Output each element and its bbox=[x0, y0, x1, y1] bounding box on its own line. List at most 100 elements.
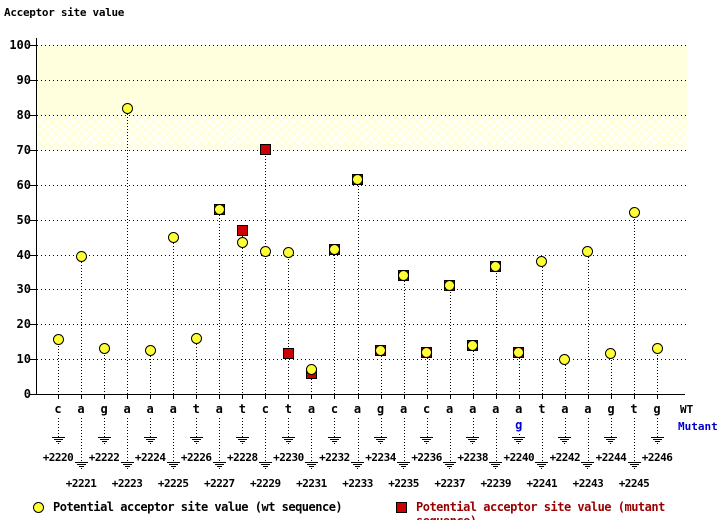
sequence-base: t bbox=[538, 402, 546, 416]
arrow-head-icon bbox=[424, 441, 430, 442]
wt-marker bbox=[490, 261, 502, 273]
position-arrow bbox=[173, 418, 175, 462]
position-arrow bbox=[587, 418, 589, 462]
wt-marker bbox=[467, 339, 479, 351]
grid-line bbox=[37, 219, 687, 221]
position-arrow bbox=[265, 418, 267, 462]
arrow-head-icon bbox=[124, 466, 130, 467]
position-label: +2243 bbox=[572, 477, 604, 490]
position-label: +2238 bbox=[457, 451, 489, 464]
arrow-head-icon bbox=[331, 441, 337, 442]
sequence-base: c bbox=[261, 402, 269, 416]
wt-marker bbox=[259, 245, 271, 257]
arrow-head-icon bbox=[654, 441, 660, 442]
arrow-head-icon bbox=[627, 462, 641, 463]
arrow-head-icon bbox=[491, 464, 501, 465]
arrow-head-icon bbox=[447, 466, 453, 467]
arrow-head-icon bbox=[193, 441, 199, 442]
arrow-head-icon bbox=[378, 441, 384, 442]
sequence-base: g bbox=[607, 402, 615, 416]
position-label: +2239 bbox=[480, 477, 512, 490]
position-arrow bbox=[449, 418, 451, 462]
y-tick-mark bbox=[29, 219, 36, 221]
arrow-head-icon bbox=[604, 437, 618, 438]
arrow-head-icon bbox=[241, 443, 243, 444]
arrow-head-icon bbox=[212, 462, 226, 463]
arrow-head-icon bbox=[380, 443, 382, 444]
arrow-head-icon bbox=[149, 443, 151, 444]
stem-line bbox=[380, 350, 382, 394]
arrow-head-icon bbox=[374, 437, 388, 438]
arrow-head-icon bbox=[214, 464, 224, 465]
wt-marker bbox=[144, 344, 156, 356]
stem-line bbox=[634, 212, 635, 394]
arrow-head-icon bbox=[143, 437, 157, 438]
arrow-head-icon bbox=[558, 437, 572, 438]
sequence-base: t bbox=[238, 402, 246, 416]
y-tick-label: 100 bbox=[9, 38, 31, 53]
position-label: +2231 bbox=[296, 477, 327, 490]
y-tick-mark bbox=[29, 45, 36, 47]
position-arrow bbox=[657, 418, 659, 437]
y-tick-label: 90 bbox=[16, 73, 31, 88]
sequence-base: a bbox=[515, 402, 523, 416]
position-label: +2225 bbox=[157, 477, 189, 490]
y-tick-mark bbox=[29, 359, 36, 361]
wt-marker bbox=[444, 280, 456, 292]
position-arrow bbox=[564, 418, 566, 437]
position-label: +2228 bbox=[227, 451, 258, 464]
sequence-base: c bbox=[423, 402, 431, 416]
x-axis-tick bbox=[127, 395, 129, 399]
x-axis-tick bbox=[173, 395, 175, 399]
y-tick-mark bbox=[29, 80, 36, 82]
mutant-marker bbox=[259, 144, 271, 156]
wt-row-label: WT bbox=[680, 403, 694, 416]
grid-line bbox=[37, 324, 687, 326]
wt-marker bbox=[605, 348, 617, 360]
x-axis-tick bbox=[495, 395, 497, 399]
position-arrow bbox=[495, 418, 497, 462]
arrow-head-icon bbox=[493, 466, 499, 467]
x-axis-tick bbox=[58, 395, 59, 399]
mutant-marker bbox=[236, 224, 248, 236]
arrow-head-icon bbox=[399, 464, 409, 465]
stem-line bbox=[564, 359, 566, 394]
stem-line bbox=[311, 369, 313, 394]
sequence-base: a bbox=[492, 402, 500, 416]
arrow-head-icon bbox=[445, 464, 455, 465]
wt-marker bbox=[236, 236, 248, 248]
arrow-head-icon bbox=[560, 439, 570, 440]
mutant-sequence-base: g bbox=[515, 418, 523, 432]
position-label: +2233 bbox=[342, 477, 373, 490]
sequence-base: a bbox=[399, 402, 408, 416]
sequence-base: a bbox=[123, 402, 131, 416]
arrow-head-icon bbox=[76, 464, 86, 465]
wt-legend-marker-icon bbox=[33, 502, 44, 513]
stem-line bbox=[219, 209, 221, 394]
y-axis-line bbox=[36, 38, 37, 395]
position-label: +2221 bbox=[65, 477, 97, 490]
x-axis-tick bbox=[334, 395, 336, 399]
position-arrow bbox=[58, 418, 59, 437]
arrow-head-icon bbox=[472, 443, 474, 444]
stem-line bbox=[357, 179, 359, 394]
y-tick-label: 20 bbox=[16, 317, 31, 332]
arrow-head-icon bbox=[633, 468, 635, 469]
mutant-row-label: Mutant bbox=[678, 420, 718, 433]
arrow-head-icon bbox=[235, 437, 249, 438]
sequence-base: a bbox=[77, 402, 85, 416]
sequence-base: g bbox=[653, 402, 661, 416]
stem-line bbox=[127, 108, 129, 394]
arrow-head-icon bbox=[470, 441, 476, 442]
sequence-base: a bbox=[146, 402, 154, 416]
arrow-head-icon bbox=[443, 462, 457, 463]
wt-marker bbox=[282, 247, 294, 259]
y-tick-mark bbox=[29, 184, 36, 186]
position-arrow bbox=[610, 418, 612, 437]
arrow-head-icon bbox=[237, 439, 247, 440]
stem-line bbox=[196, 338, 198, 394]
arrow-head-icon bbox=[631, 466, 637, 467]
arrow-head-icon bbox=[281, 437, 295, 438]
x-axis-tick bbox=[657, 395, 659, 399]
stem-line bbox=[449, 285, 451, 394]
